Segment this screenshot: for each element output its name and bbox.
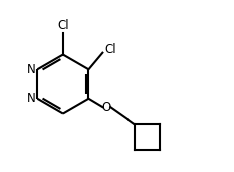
Text: Cl: Cl (57, 19, 69, 33)
Text: N: N (27, 92, 36, 105)
Text: N: N (27, 63, 36, 76)
Text: O: O (102, 101, 111, 114)
Text: Cl: Cl (104, 43, 116, 56)
